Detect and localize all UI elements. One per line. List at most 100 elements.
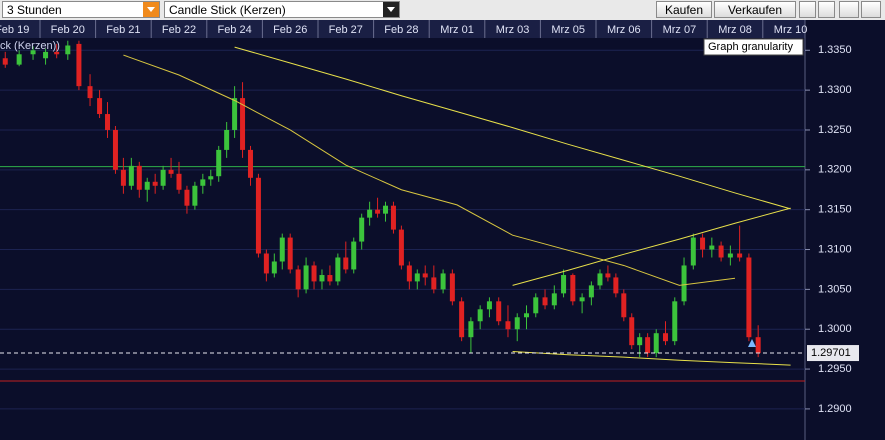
interval-text: 3 Stunden <box>7 3 62 17</box>
candle-body <box>597 273 603 286</box>
candle-body <box>105 114 111 130</box>
settings-tool[interactable] <box>861 1 881 18</box>
x-tick-label: Feb 26 <box>273 24 307 36</box>
candle-body <box>561 275 567 294</box>
candle-body <box>176 173 182 190</box>
candle-body <box>514 317 520 330</box>
candle-body <box>477 309 483 322</box>
sell-button[interactable]: Verkaufen <box>714 1 796 18</box>
candle-body <box>87 86 93 99</box>
candle-body <box>327 275 333 282</box>
candle-body <box>136 165 142 190</box>
candle-body <box>588 285 594 298</box>
draw-tool[interactable] <box>799 1 816 18</box>
candle-body <box>390 205 396 230</box>
candle-body <box>343 257 349 270</box>
candle-body <box>200 179 206 186</box>
candle-body <box>468 321 474 338</box>
dropdown-arrow[interactable] <box>383 2 399 17</box>
x-tick-label: Mrz 01 <box>440 24 474 36</box>
candle-body <box>359 217 365 242</box>
y-tick-label: 1.3200 <box>818 164 852 176</box>
candle-body <box>431 277 437 290</box>
candle-body <box>120 169 126 186</box>
candle-body <box>449 273 455 302</box>
candle-body <box>700 237 706 250</box>
candle-body <box>755 337 761 354</box>
candle-body <box>247 149 253 178</box>
candle-body <box>746 257 752 338</box>
axes: 1.3350 1.3300 1.3250 1.3200 1.3150 1.3100 1.30… <box>0 20 859 415</box>
overlay-line <box>123 54 736 286</box>
candle-body <box>271 261 277 274</box>
overlay-line <box>512 207 791 286</box>
candle-body <box>303 265 309 290</box>
candle-body <box>681 265 687 302</box>
candle-body <box>240 98 246 150</box>
candle-body <box>663 333 668 342</box>
candle-body <box>690 237 696 266</box>
style-select[interactable]: Candle Stick (Kerzen) <box>164 1 400 18</box>
candle-body <box>621 293 627 318</box>
candle-body <box>319 275 325 282</box>
x-tick-label: Feb 27 <box>329 24 363 36</box>
price-marker <box>748 339 756 348</box>
candle-body <box>542 297 548 306</box>
x-tick-label: Mrz 10 <box>774 24 808 36</box>
candle-body <box>672 301 678 342</box>
candle-body <box>496 301 502 322</box>
candle-body <box>718 245 724 258</box>
x-tick-label: Mrz 07 <box>663 24 697 36</box>
y-tick-label: 1.3250 <box>818 124 852 136</box>
y-tick-label: 1.3000 <box>818 323 852 335</box>
chart-tool[interactable] <box>839 1 859 18</box>
candle-body <box>459 301 465 338</box>
candle-body <box>184 189 190 206</box>
candle-body <box>65 45 71 55</box>
line-tool[interactable] <box>818 1 835 18</box>
candle-body <box>97 98 103 115</box>
candle-body <box>709 245 715 250</box>
background <box>0 20 885 440</box>
x-tick-label: Mrz 08 <box>718 24 752 36</box>
candle-body <box>287 237 293 270</box>
y-tick-label: 1.3150 <box>818 204 852 216</box>
candle-body <box>579 297 585 302</box>
candle-body <box>524 313 529 318</box>
candle-body <box>192 185 198 206</box>
date-bar <box>0 20 805 38</box>
candle-body <box>255 177 261 254</box>
candle-body <box>570 275 576 302</box>
candle-body <box>168 169 174 174</box>
overlay-line <box>234 46 791 210</box>
plot <box>0 40 805 410</box>
candle-body <box>383 205 389 214</box>
candle-body <box>128 165 134 186</box>
candle-body <box>144 181 150 190</box>
tooltip-box <box>703 38 804 56</box>
x-tick-label: Feb 22 <box>162 24 196 36</box>
candle-body <box>295 269 301 290</box>
overlay-line <box>512 351 791 366</box>
interval-select[interactable]: 3 Stunden <box>2 1 160 18</box>
y-tick-label: 1.3050 <box>818 283 852 295</box>
candle-body <box>152 181 158 186</box>
y-tick-label: 1.3100 <box>818 243 852 255</box>
candle-body <box>279 237 285 262</box>
candle-body <box>335 257 341 282</box>
candle-body <box>232 98 238 130</box>
candle-body <box>375 209 381 214</box>
candle-body <box>737 253 743 258</box>
candle-body <box>398 229 404 266</box>
candle-body <box>263 253 269 274</box>
candle-body <box>76 43 82 87</box>
candle-body <box>422 273 428 278</box>
x-tick-label: Feb 20 <box>51 24 85 36</box>
buy-button[interactable]: Kaufen <box>656 1 712 18</box>
series-label: ck (Kerzen)) <box>0 40 60 52</box>
candle-body <box>637 337 643 346</box>
candle-body <box>16 54 22 65</box>
dropdown-arrow[interactable] <box>143 2 159 17</box>
candle-body <box>653 333 659 354</box>
